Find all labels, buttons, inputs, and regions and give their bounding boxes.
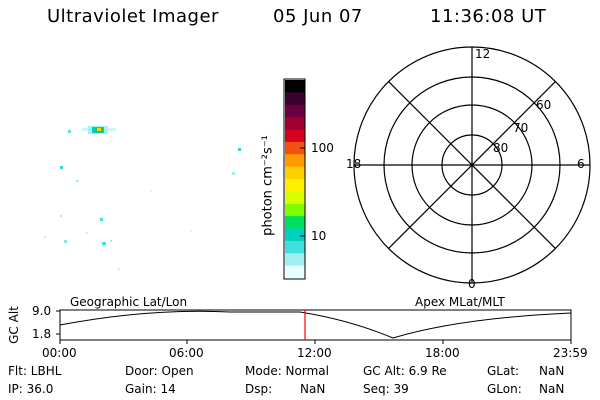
seq-label: Seq: 39 [363,382,409,396]
polar-plot [353,46,591,284]
x-tick-2359: 23:59 [553,346,588,360]
gc-alt-axis-label: GC Alt [6,306,21,344]
colorbar-label-10: 10 [311,229,327,243]
mlt-label-6: 6 [577,157,585,171]
instrument-title: Ultraviolet Imager [47,6,219,27]
lat-label-60: 60 [536,98,552,112]
colorbar-segment [285,265,305,279]
x-tick-1200: 12:00 [297,346,332,360]
colorbar-segment [285,104,305,118]
gain-label: Gain: 14 [125,382,176,396]
colorbar-segment [285,80,305,93]
colorbar-segment [285,240,305,254]
colorbar-label-100: 100 [311,141,334,155]
lat-label-70: 70 [513,121,529,135]
glon-label: GLon: [487,382,522,396]
colorbar-segment [285,166,305,180]
mlt-label-12: 12 [475,47,491,61]
colorbar-segment [285,216,305,230]
y-tick-9: 9.0 [32,304,52,318]
colorbar-segment [285,228,305,242]
apex-label: Apex MLat/MLT [415,295,505,309]
door-label: Door: Open [125,364,194,378]
ip-label: IP: 36.0 [8,382,54,396]
filter-label: Flt: LBHL [8,364,62,378]
colorbar-segment [285,191,305,205]
glat-label: GLat: [487,364,520,378]
glon-value: NaN [539,382,565,396]
mlt-label-0: 0 [468,277,476,291]
colorbar-segment [285,141,305,155]
glat-value: NaN [539,364,565,378]
mode-label: Mode: Normal [245,364,329,378]
colorbar-segment [285,92,305,106]
time-label: 11:36:08 UT [430,6,547,27]
mlt-label-18: 18 [346,157,362,171]
geographic-label: Geographic Lat/Lon [70,295,188,309]
orbit-panel [56,309,572,344]
y-tick-1-8: 1.8 [32,327,52,341]
dsp-label: Dsp: [245,382,273,396]
x-tick-0000: 00:00 [42,346,77,360]
x-tick-0600: 06:00 [169,346,204,360]
colorbar-segment [285,117,305,131]
date-label: 05 Jun 07 [273,6,363,27]
gc-alt-label: GC Alt: 6.9 Re [363,364,447,378]
colorbar [285,80,305,279]
colorbar-segment [285,129,305,143]
colorbar-segment [285,179,305,192]
colorbar-segment [285,154,305,168]
lat-label-80: 80 [493,141,509,155]
colorbar-frame [283,78,306,280]
colorbar-segment [285,253,305,267]
colorbar-unit-label: photon cm⁻²s⁻¹ [260,135,276,236]
x-tick-1800: 18:00 [425,346,460,360]
colorbar-segment [285,203,305,217]
aurora-image [44,126,241,270]
dsp-value: NaN [300,382,326,396]
